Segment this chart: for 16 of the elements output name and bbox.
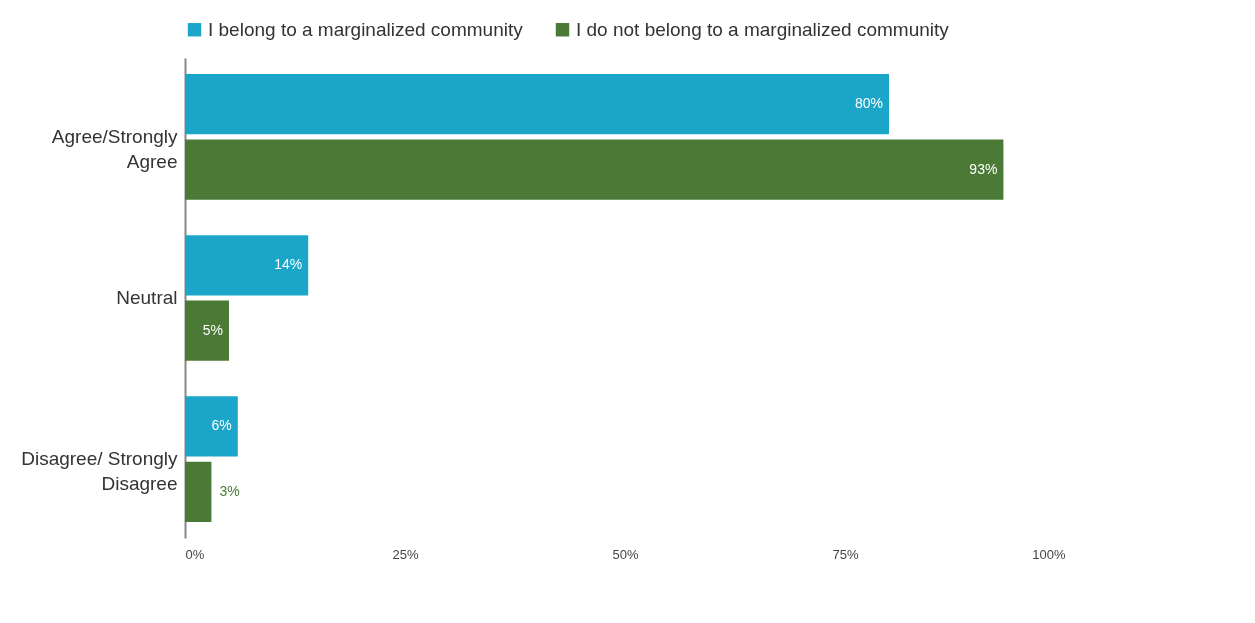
y-tick-label: Disagree/ Strongly Disagree bbox=[21, 448, 178, 495]
x-tick-label: 50% bbox=[612, 546, 639, 562]
x-tick-label: 100% bbox=[1032, 546, 1066, 562]
data-label: 93% bbox=[969, 160, 998, 177]
data-label: 6% bbox=[211, 417, 232, 434]
data-label: 80% bbox=[854, 95, 883, 112]
y-tick-label: Neutral bbox=[116, 287, 178, 308]
data-label: 14% bbox=[274, 256, 303, 273]
x-tick-label: 25% bbox=[392, 546, 419, 562]
x-tick-label: 75% bbox=[832, 546, 859, 562]
legend-label: I do not belong to a marginalized community bbox=[576, 18, 950, 40]
x-tick-label: 0% bbox=[185, 546, 205, 562]
data-label: 5% bbox=[202, 321, 223, 338]
legend-label: I belong to a marginalized community bbox=[208, 18, 524, 40]
data-label: 3% bbox=[219, 482, 240, 499]
y-tick-label: Agree/Strongly Agree bbox=[51, 125, 178, 172]
